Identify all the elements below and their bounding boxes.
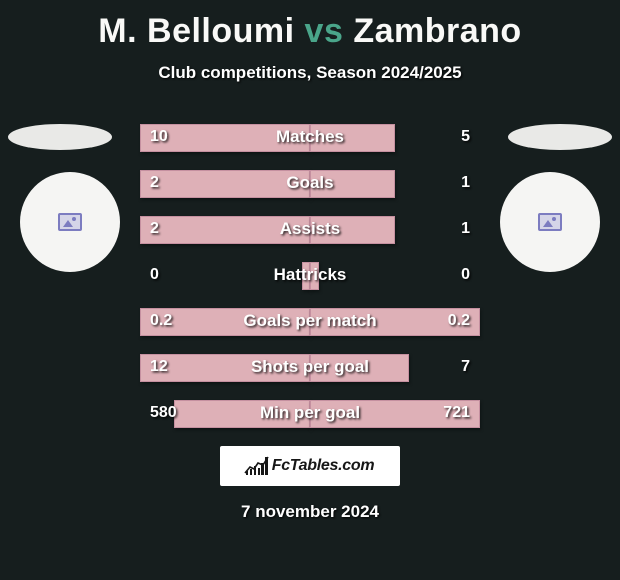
left-club-badge [20, 172, 120, 272]
stat-value-right: 721 [443, 404, 470, 422]
stat-row: 580 721 Min per goal [140, 400, 480, 428]
stat-label: Goals per match [243, 311, 376, 331]
right-country-placeholder [508, 124, 612, 150]
footer-date: 7 november 2024 [0, 502, 620, 522]
stat-value-left: 0 [150, 266, 159, 284]
player-left-name: M. Belloumi [98, 12, 294, 50]
player-right-name: Zambrano [353, 12, 521, 50]
stat-value-left: 12 [150, 358, 168, 376]
vs-label: vs [305, 12, 344, 50]
stat-value-right: 1 [461, 174, 470, 192]
fctables-logo: FcTables.com [220, 446, 400, 486]
right-club-badge [500, 172, 600, 272]
stat-row: 0.2 0.2 Goals per match [140, 308, 480, 336]
stat-label: Shots per goal [251, 357, 369, 377]
stat-value-left: 0.2 [150, 312, 172, 330]
stat-label: Matches [276, 127, 344, 147]
image-placeholder-icon [538, 213, 562, 231]
stat-value-right: 7 [461, 358, 470, 376]
stat-value-left: 2 [150, 174, 159, 192]
stat-value-right: 1 [461, 220, 470, 238]
subtitle: Club competitions, Season 2024/2025 [0, 63, 620, 83]
stat-row: 0 0 Hattricks [140, 262, 480, 290]
stat-value-left: 580 [150, 404, 177, 422]
left-country-placeholder [8, 124, 112, 150]
stat-row: 2 1 Goals [140, 170, 480, 198]
stats-comparison: 10 5 Matches 2 1 Goals 2 1 Assists 0 0 Hattricks 0.2… [140, 124, 480, 428]
stat-value-left: 2 [150, 220, 159, 238]
stat-value-right: 0 [461, 266, 470, 284]
logo-text: FcTables.com [272, 457, 375, 475]
stat-row: 12 7 Shots per goal [140, 354, 480, 382]
stat-bar-left [140, 170, 310, 198]
page-title: M. Belloumi vs Zambrano [0, 0, 620, 51]
stat-value-right: 0.2 [448, 312, 470, 330]
stat-label: Min per goal [260, 403, 360, 423]
stat-label: Goals [286, 173, 333, 193]
image-placeholder-icon [58, 213, 82, 231]
stat-value-right: 5 [461, 128, 470, 146]
stat-row: 2 1 Assists [140, 216, 480, 244]
stat-label: Assists [280, 219, 340, 239]
stat-value-left: 10 [150, 128, 168, 146]
logo-bars-icon [246, 457, 268, 475]
stat-row: 10 5 Matches [140, 124, 480, 152]
stat-label: Hattricks [274, 265, 347, 285]
